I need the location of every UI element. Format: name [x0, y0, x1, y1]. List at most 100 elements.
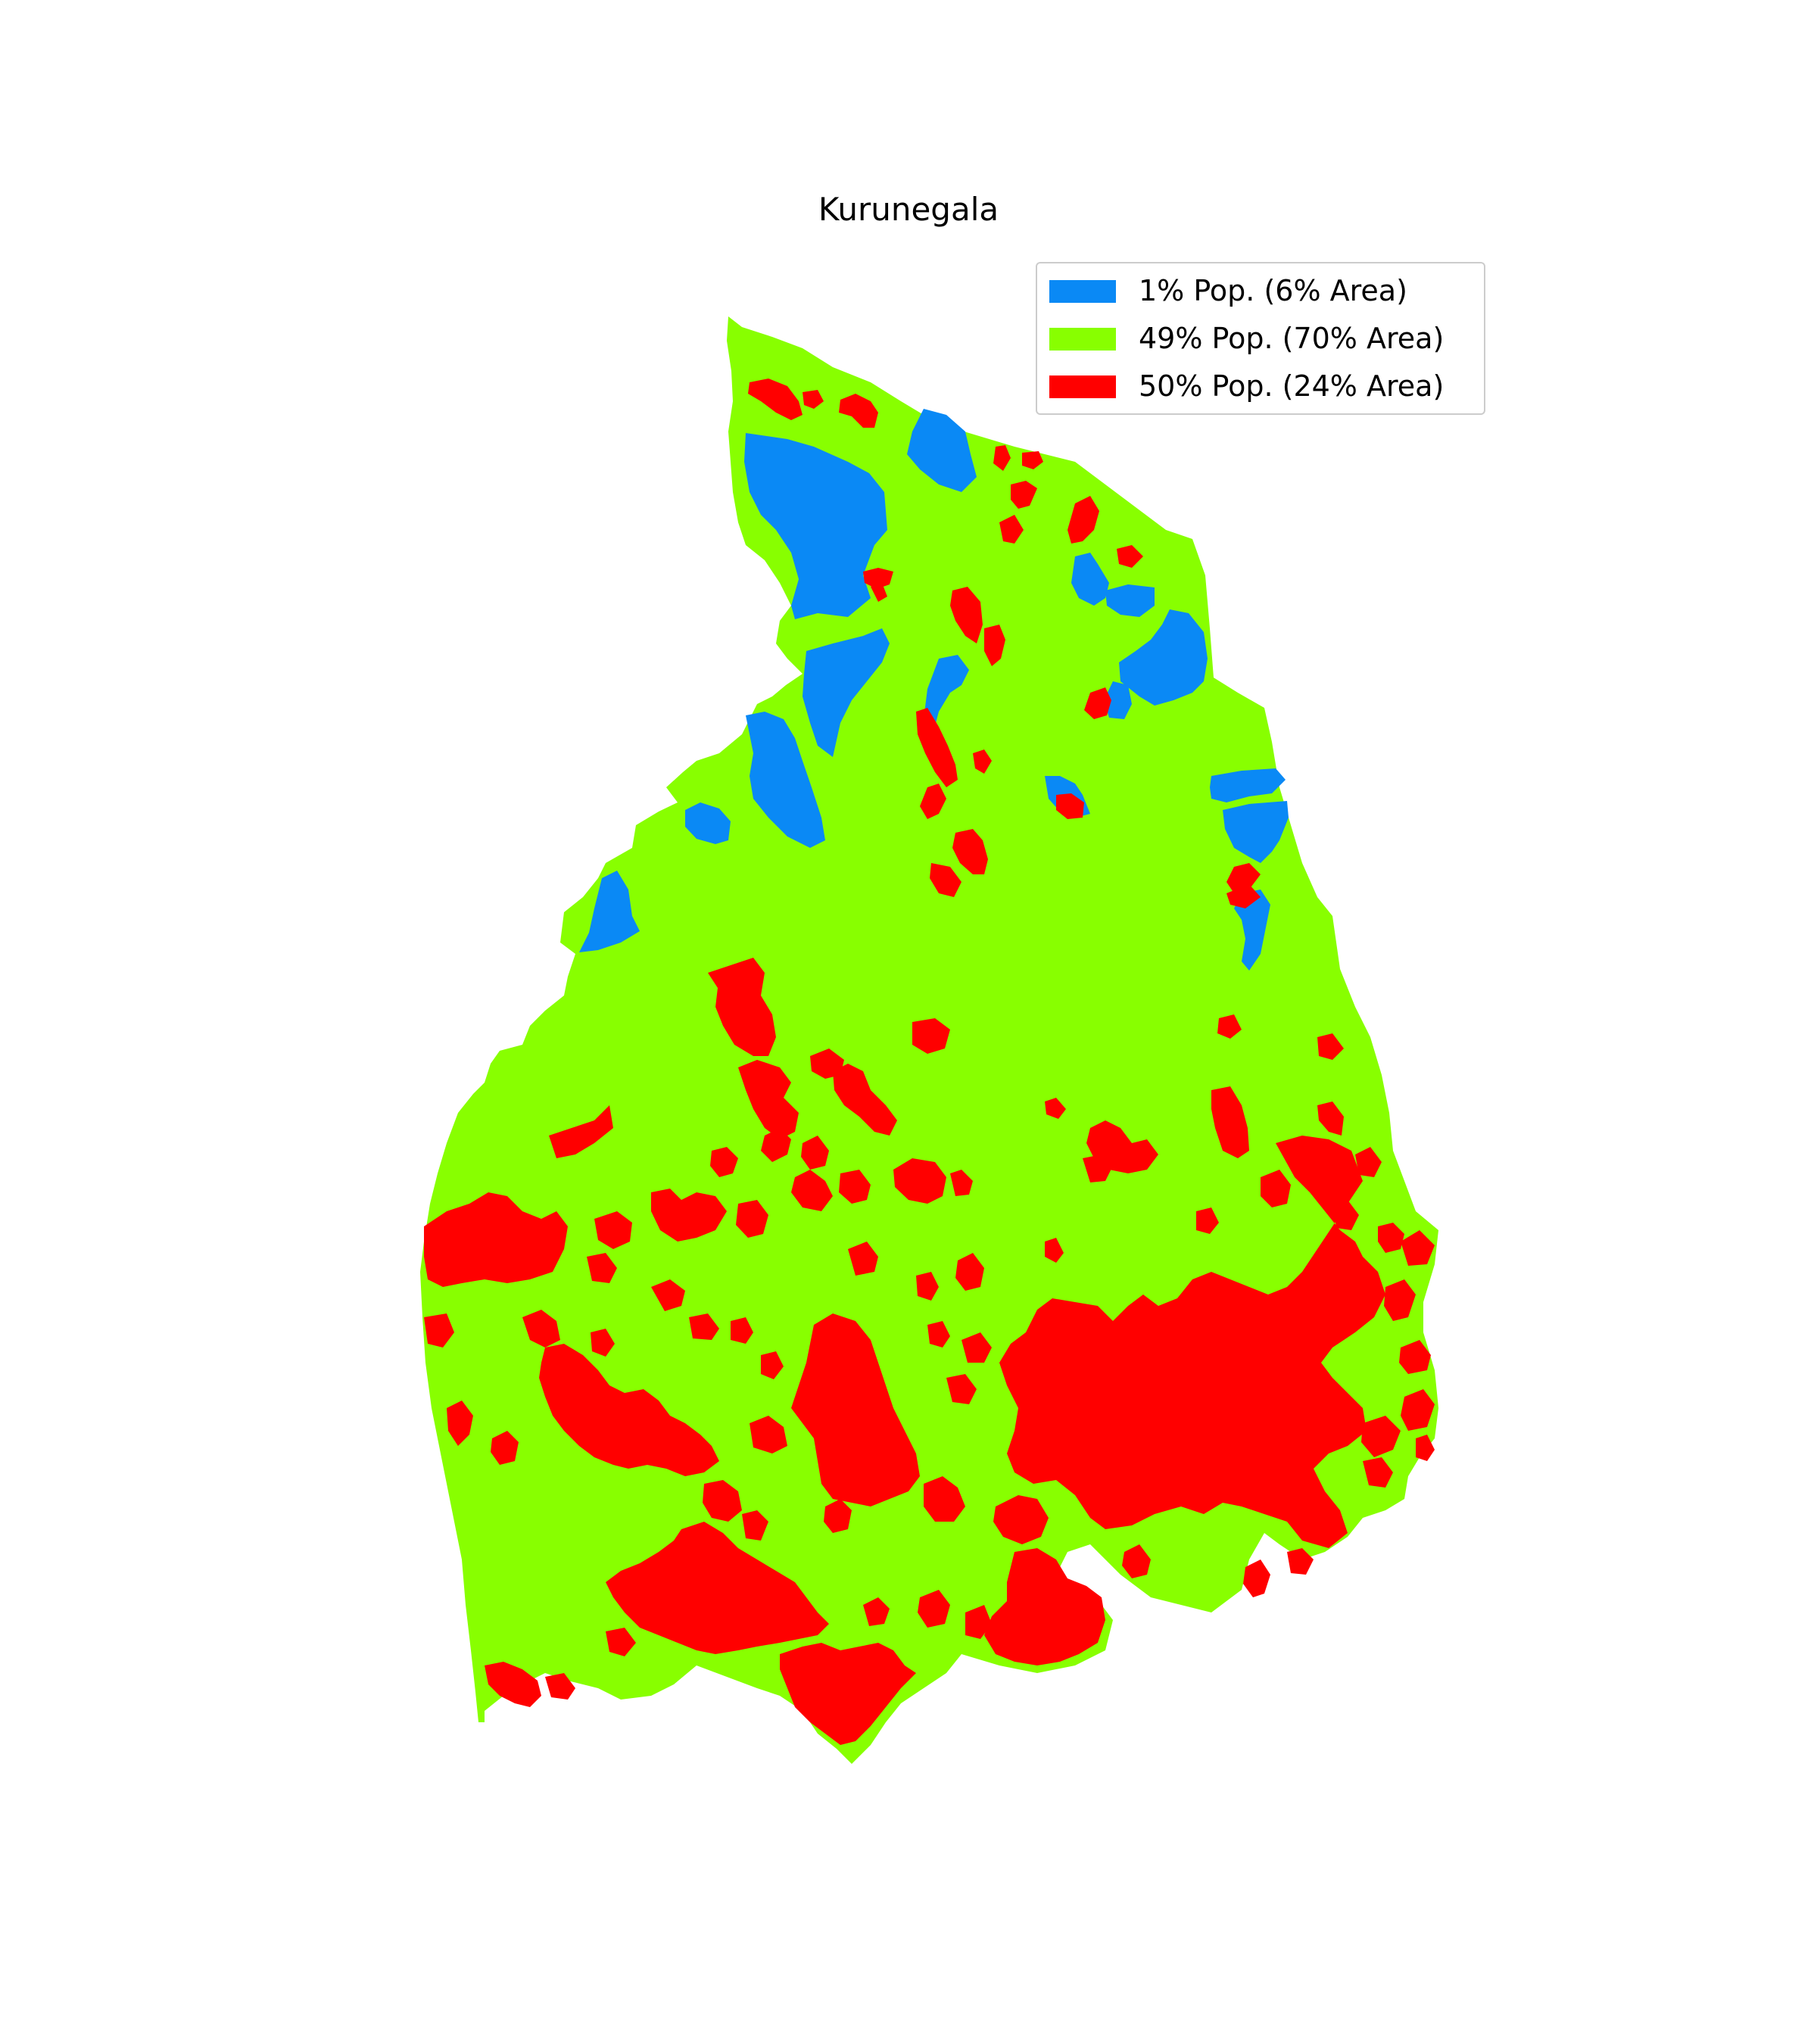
low-density-region	[803, 628, 890, 757]
high-density-region	[801, 1136, 829, 1170]
high-density-region	[1226, 884, 1261, 908]
high-density-region	[606, 1628, 636, 1656]
high-density-region	[1217, 1014, 1242, 1039]
high-density-region	[1243, 1559, 1270, 1597]
high-density-region	[738, 1060, 799, 1139]
high-density-region	[999, 515, 1024, 544]
high-density-region	[591, 1329, 615, 1357]
low-density-region	[907, 409, 977, 492]
high-density-region	[651, 1189, 727, 1242]
high-density-region	[946, 1374, 977, 1404]
legend-label: 1% Pop. (6% Area)	[1139, 274, 1407, 307]
high-density-region	[710, 1147, 738, 1177]
high-density-region	[1067, 496, 1099, 544]
high-density-region	[1355, 1147, 1382, 1177]
low-density-region	[579, 871, 640, 952]
high-density-region	[731, 1317, 753, 1344]
high-density-region	[1261, 1170, 1291, 1207]
low-density-region	[685, 802, 731, 844]
high-density-region	[780, 1643, 916, 1745]
high-density-region	[750, 1416, 787, 1454]
high-density-region	[1384, 1279, 1416, 1321]
high-density-region	[791, 1170, 833, 1211]
high-density-region	[748, 379, 803, 420]
high-density-region	[1083, 1154, 1113, 1182]
low-density-region	[1071, 553, 1109, 606]
high-density-region	[761, 1128, 791, 1162]
high-density-region	[1287, 1548, 1314, 1575]
high-density-region	[863, 1597, 890, 1626]
high-density-region	[1084, 687, 1111, 719]
high-density-region	[999, 1136, 1385, 1548]
high-density-region	[1181, 1348, 1211, 1378]
high-density-region	[1361, 1416, 1401, 1457]
high-density-region	[689, 1313, 719, 1340]
high-density-region	[491, 1431, 519, 1465]
high-density-region	[708, 958, 776, 1056]
high-density-region	[803, 390, 824, 409]
low-density-region	[1210, 768, 1286, 802]
high-density-region	[1226, 863, 1261, 893]
high-density-region	[848, 1242, 878, 1276]
high-density-region	[1317, 1101, 1344, 1136]
high-density-region	[993, 445, 1011, 471]
high-density-region	[424, 1192, 568, 1287]
high-density-region	[545, 1673, 575, 1700]
high-density-region	[1401, 1389, 1435, 1431]
high-density-region	[1143, 1359, 1166, 1385]
high-density-region	[955, 1253, 984, 1291]
high-density-region	[927, 1321, 950, 1348]
high-density-region	[912, 1018, 950, 1054]
high-density-region	[1211, 1086, 1249, 1158]
high-density-region	[651, 1279, 685, 1311]
high-density-region	[1022, 451, 1043, 469]
high-density-region	[1317, 1033, 1344, 1060]
high-density-region	[993, 1495, 1049, 1544]
legend-label: 49% Pop. (70% Area)	[1139, 322, 1445, 355]
high-density-region	[594, 1211, 632, 1249]
high-density-region	[863, 568, 893, 589]
high-density-region	[950, 587, 983, 643]
high-density-region	[1117, 545, 1143, 568]
high-density-region	[791, 1313, 920, 1507]
high-density-region	[984, 1548, 1105, 1665]
legend-swatch-low	[1049, 280, 1116, 303]
low-density-region	[744, 433, 887, 619]
high-density-region	[1401, 1230, 1435, 1266]
high-density-region	[424, 1313, 454, 1348]
high-density-region	[918, 1590, 950, 1628]
high-density-region	[871, 583, 887, 602]
high-density-region	[920, 784, 946, 819]
high-density-region	[984, 625, 1005, 666]
high-density-region	[1045, 1238, 1064, 1263]
legend-label: 50% Pop. (24% Area)	[1139, 369, 1445, 403]
map-title: Kurunegala	[818, 191, 999, 228]
high-density-region	[539, 1344, 719, 1476]
high-density-region	[950, 1170, 973, 1196]
high-density-region	[549, 1105, 613, 1158]
high-density-region	[916, 1272, 939, 1301]
high-density-region	[761, 1351, 784, 1379]
high-density-region	[961, 1332, 992, 1363]
high-density-region	[1011, 481, 1037, 509]
high-density-region	[1399, 1340, 1431, 1374]
legend: 1% Pop. (6% Area) 49% Pop. (70% Area) 50…	[1036, 262, 1485, 415]
low-density-region	[1119, 609, 1208, 706]
low-density-region	[1105, 584, 1155, 617]
high-density-region	[587, 1253, 617, 1283]
low-density-region	[746, 712, 825, 848]
high-density-region	[924, 1476, 965, 1522]
legend-swatch-high	[1049, 375, 1116, 398]
high-density-region	[485, 1662, 541, 1707]
high-density-region	[839, 1170, 871, 1204]
high-density-region	[930, 863, 961, 897]
high-density-region	[1378, 1223, 1404, 1253]
high-density-regions	[424, 379, 1435, 1745]
low-density-regions	[579, 409, 1289, 971]
high-density-region	[1045, 1098, 1066, 1119]
high-density-region	[1196, 1207, 1219, 1234]
high-density-region	[1056, 793, 1084, 819]
high-density-region	[1090, 1488, 1117, 1518]
high-density-region	[839, 394, 878, 428]
